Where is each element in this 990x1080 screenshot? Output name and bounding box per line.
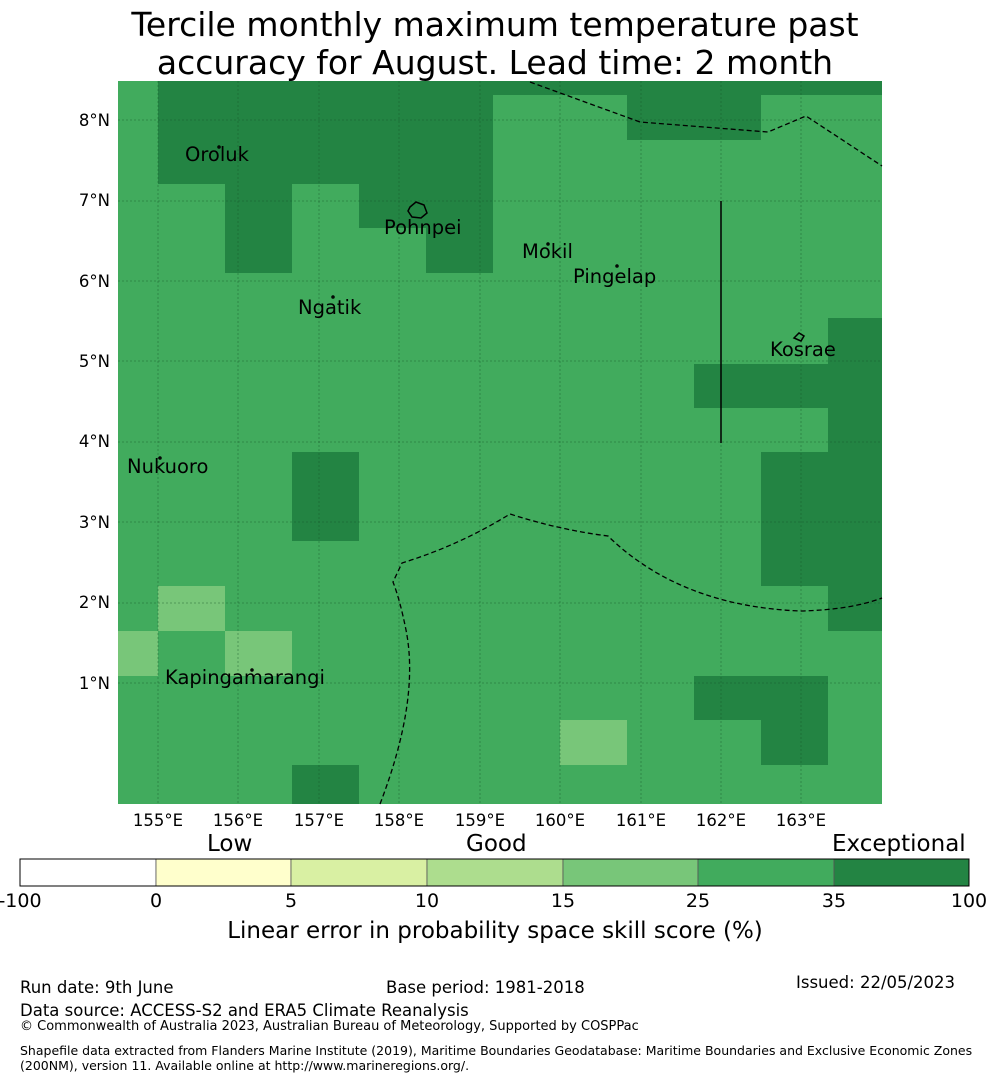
lon-label: 156°E	[213, 811, 263, 830]
place-label-pohnpei: Pohnpei	[384, 216, 462, 239]
place-label-mokil: Mokil	[522, 240, 573, 263]
lon-label: 155°E	[133, 811, 183, 830]
colorbar-segment	[562, 858, 699, 887]
lon-label: 157°E	[294, 811, 344, 830]
skill-band-15-25	[560, 720, 627, 765]
colorbar-category-exceptional: Exceptional	[832, 831, 966, 857]
skill-band-35-100	[359, 184, 493, 228]
lon-label: 160°E	[535, 811, 585, 830]
place-label-nukuoro: Nukuoro	[127, 455, 208, 478]
map-title: Tercile monthly maximum temperature past…	[0, 6, 990, 82]
skill-band-35-100	[627, 95, 761, 140]
colorbar-tick: 100	[950, 890, 988, 912]
skill-band-15-25	[118, 631, 158, 676]
colorbar	[19, 858, 970, 887]
title-line-1: Tercile monthly maximum temperature past	[131, 5, 859, 44]
lat-label: 6°N	[79, 272, 110, 291]
skill-band-35-100	[292, 765, 359, 804]
copyright: © Commonwealth of Australia 2023, Austra…	[20, 1019, 639, 1034]
colorbar-tick: 25	[685, 890, 711, 912]
colorbar-category-good: Good	[466, 831, 527, 857]
colorbar-tick: 35	[821, 890, 847, 912]
graticule	[118, 81, 882, 804]
lon-label: 163°E	[776, 811, 826, 830]
colorbar-segment	[155, 858, 292, 887]
skill-band-35-100	[828, 408, 882, 452]
run-date: Run date: 9th June	[20, 978, 174, 997]
colorbar-category-low: Low	[207, 831, 253, 857]
colorbar-tick: -100	[0, 890, 42, 912]
place-label-oroluk: Oroluk	[185, 143, 250, 166]
issued-date: Issued: 22/05/2023	[796, 973, 956, 992]
kosrae-outline	[792, 332, 806, 342]
colorbar-segment	[697, 858, 835, 887]
islands	[158, 145, 806, 672]
skill-band-35-100	[493, 81, 882, 95]
skill-band-35-100	[225, 184, 292, 273]
skill-grid	[118, 81, 882, 804]
lon-label: 158°E	[374, 811, 424, 830]
skill-band-35-100	[292, 452, 359, 541]
skill-band-35-100	[694, 364, 882, 408]
latitude-axis: 8°N 7°N 6°N 5°N 4°N 3°N 2°N 1°N	[79, 111, 110, 693]
shapefile-credit-1: Shapefile data extracted from Flanders M…	[20, 1043, 973, 1058]
colorbar-segment	[833, 858, 970, 887]
skill-band-35-100	[158, 81, 493, 184]
lat-label: 5°N	[79, 352, 110, 371]
place-label-kapingamarangi: Kapingamarangi	[165, 666, 325, 689]
place-label-ngatik: Ngatik	[298, 296, 362, 319]
colorbar-tick: 15	[550, 890, 576, 912]
lat-label: 4°N	[79, 432, 110, 451]
skill-band-35-100	[426, 228, 493, 273]
pohnpei-outline	[407, 201, 428, 219]
eez-boundary-north	[529, 81, 883, 167]
skill-band-35-100	[828, 318, 882, 364]
lat-label: 7°N	[79, 191, 110, 210]
colorbar-tick: 5	[284, 890, 298, 912]
longitude-axis: 155°E 156°E 157°E 158°E 159°E 160°E 161°…	[133, 811, 826, 830]
colorbar-frame	[19, 858, 970, 887]
colorbar-segment	[290, 858, 428, 887]
eez-boundaries	[379, 81, 883, 805]
colorbar-segment	[19, 858, 157, 887]
skill-band-35-100	[694, 676, 828, 720]
lon-label: 161°E	[616, 811, 666, 830]
skill-band-15-25	[158, 586, 225, 631]
lat-label: 8°N	[79, 111, 110, 130]
lat-label: 1°N	[79, 674, 110, 693]
skill-band-15-25	[225, 631, 292, 676]
eez-boundary-south	[379, 513, 883, 805]
base-period: Base period: 1981-2018	[386, 978, 585, 997]
colorbar-tick: 0	[149, 890, 163, 912]
data-source: Data source: ACCESS-S2 and ERA5 Climate …	[20, 1001, 469, 1020]
skill-band-35-100	[761, 720, 828, 765]
colorbar-tick: 10	[414, 890, 440, 912]
title-line-2: accuracy for August. Lead time: 2 month	[156, 43, 834, 82]
lat-label: 3°N	[79, 513, 110, 532]
lat-label: 2°N	[79, 593, 110, 612]
colorbar-axis-label: Linear error in probability space skill …	[227, 918, 763, 944]
colorbar-segment	[426, 858, 564, 887]
lon-label: 159°E	[455, 811, 505, 830]
place-label-pingelap: Pingelap	[573, 265, 656, 288]
shapefile-credit-2: (200NM), version 11. Available online at…	[20, 1058, 470, 1073]
lon-label: 162°E	[696, 811, 746, 830]
skill-band-35-100	[761, 452, 882, 586]
place-label-kosrae: Kosrae	[770, 338, 836, 361]
